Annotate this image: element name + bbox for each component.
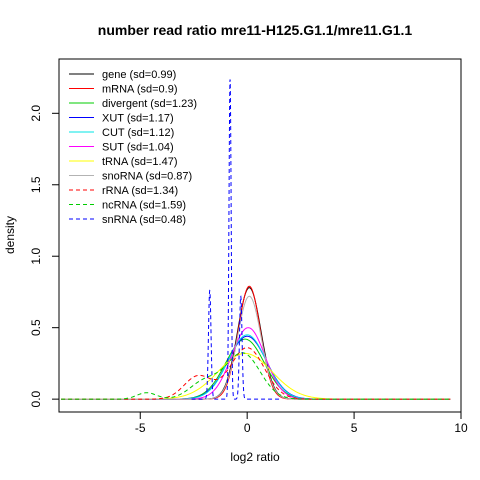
legend-label: SUT (sd=1.04) bbox=[102, 142, 174, 154]
legend-label: XUT (sd=1.17) bbox=[102, 113, 174, 125]
legend-label: ncRNA (sd=1.59) bbox=[102, 200, 186, 212]
x-tick-label: 10 bbox=[454, 421, 468, 435]
legend-label: tRNA (sd=1.47) bbox=[102, 156, 178, 168]
series-line bbox=[61, 335, 451, 400]
x-axis-label: log2 ratio bbox=[230, 450, 280, 464]
legend-label: divergent (sd=1.23) bbox=[102, 98, 197, 110]
series-layer bbox=[61, 79, 451, 400]
y-tick-label: 2.0 bbox=[29, 105, 43, 122]
series-line bbox=[61, 352, 451, 400]
legend-label: snoRNA (sd=0.87) bbox=[102, 171, 192, 183]
series-line bbox=[191, 79, 280, 400]
legend-label: mRNA (sd=0.9) bbox=[102, 84, 178, 96]
legend-label: CUT (sd=1.12) bbox=[102, 127, 174, 139]
legend-label: snRNA (sd=0.48) bbox=[102, 214, 186, 226]
series-line bbox=[61, 327, 451, 400]
series-line bbox=[61, 352, 451, 400]
x-axis: -5 0 5 10 bbox=[135, 411, 468, 435]
series-line bbox=[61, 347, 451, 400]
series-line bbox=[61, 338, 451, 400]
legend-label: gene (sd=0.99) bbox=[102, 69, 176, 81]
series-line bbox=[61, 334, 451, 400]
x-tick-label: -5 bbox=[135, 421, 146, 435]
x-tick-label: 0 bbox=[244, 421, 251, 435]
chart-title: number read ratio mre11-H125.G1.1/mre11.… bbox=[98, 22, 413, 38]
legend-label: rRNA (sd=1.34) bbox=[102, 185, 178, 197]
x-tick-label: 5 bbox=[351, 421, 358, 435]
y-tick-label: 0.0 bbox=[29, 390, 43, 407]
y-tick-label: 1.0 bbox=[29, 248, 43, 265]
y-tick-label: 0.5 bbox=[29, 319, 43, 336]
y-axis-label: density bbox=[3, 216, 17, 254]
y-axis: 0.0 0.5 1.0 1.5 2.0 bbox=[29, 105, 60, 407]
y-tick-label: 1.5 bbox=[29, 176, 43, 193]
legend: gene (sd=0.99) mRNA (sd=0.9) divergent (sd… bbox=[69, 69, 197, 226]
